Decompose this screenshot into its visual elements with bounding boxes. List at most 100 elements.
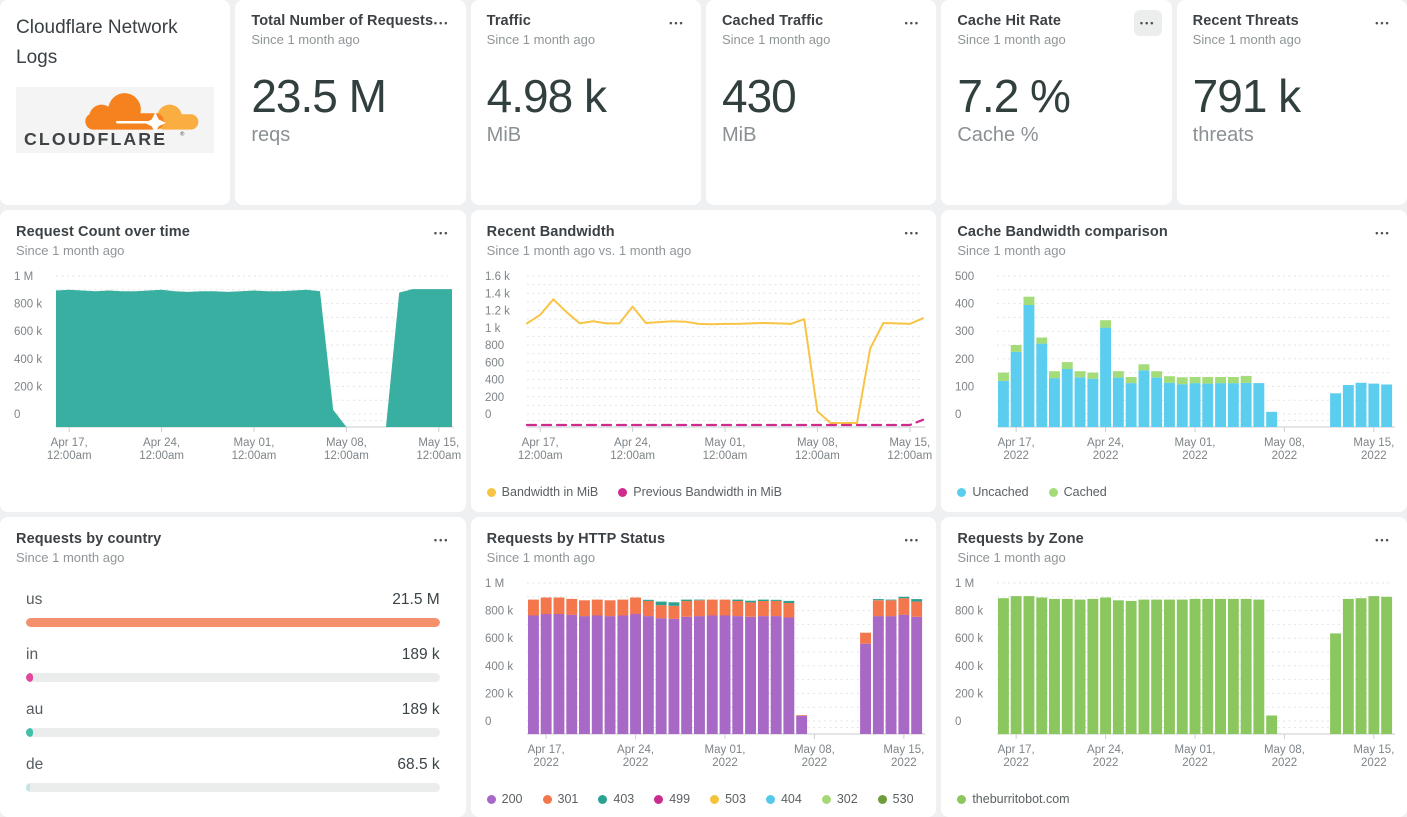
legend-item-403[interactable]: 403 [598,792,634,806]
bar-segment [591,615,603,734]
bar-segment [859,632,871,644]
y-tick-label: 1.6 k [485,271,510,283]
panel-subtitle: Since 1 month ago vs. 1 month ago [486,243,692,258]
more-menu-button[interactable]: ••• [1369,220,1397,246]
legend-dot [877,794,887,804]
legend-item-theburritobot-com[interactable]: theburritobot.com [957,792,1070,806]
x-tick-label: May 08, 12:00am [324,437,369,462]
country-row-de: de 68.5 k [26,756,440,792]
legend-label: Cached [1063,485,1107,499]
requests-by-zone-chart[interactable]: 1 M 800 k 600 k 400 k 200 k 0 Apr 17, 2022 Apr 2… [941,575,1407,790]
requests-by-http-status-chart[interactable]: 1 M 800 k 600 k 400 k 200 k 0 Apr 17, 2022 Apr 2… [471,575,937,790]
stat-card-title: Recent Threats [1192,13,1299,29]
svg-text:®: ® [180,130,185,137]
bar-segment [1266,715,1278,734]
bar-segment [998,380,1010,427]
bar-segment [1062,369,1074,427]
legend-label: Uncached [972,485,1029,499]
bar-segment [629,614,641,734]
bar-segment [1241,598,1252,734]
cache-bandwidth-panel: Cache Bandwidth comparison Since 1 month… [941,210,1407,512]
legend-item-499[interactable]: 499 [654,792,690,806]
bar-segment [540,614,552,734]
country-label: de [26,756,44,773]
x-tick-label: May 15, 12:00am [887,437,932,462]
stat-row: Cloudflare Network Logs CLOUDFLARE ® [0,0,1407,205]
cache-bandwidth-chart[interactable]: 500 400 300 200 100 0 Apr 17, 2022 Apr 24, 2022 Ma… [941,268,1407,483]
country-value: 189 k [401,701,440,718]
cache-bandwidth-svg[interactable]: 500 400 300 200 100 0 Apr 17, 2022 Apr 24, 2022 Ma… [941,268,1405,478]
bar-segment [770,600,782,617]
stat-card-title: Traffic [486,13,531,29]
more-menu-button[interactable]: ••• [1369,10,1397,36]
more-menu-button[interactable]: ••• [898,220,926,246]
bar-segment [1100,320,1112,328]
charts-row-1: Request Count over time Since 1 month ag… [0,210,1407,512]
bar-segment [527,615,539,734]
legend-dot [598,794,608,804]
x-tick-label: May 08, 2022 [1264,437,1305,462]
legend-item-301[interactable]: 301 [542,792,578,806]
bar-segment [872,599,884,601]
more-menu-button[interactable]: ••• [898,10,926,36]
legend-label: 403 [613,792,635,806]
bar-segment [1011,345,1022,352]
bar-segment [706,615,718,734]
bar-segment [1062,598,1074,734]
stat-card: Cached Traffic Since 1 month ago ••• 430… [705,0,937,205]
legend-item-302[interactable]: 302 [821,792,858,806]
y-tick-label: 1 M [955,578,974,590]
country-bar-track [26,673,440,682]
bar-segment [1087,372,1099,379]
more-menu-button[interactable]: ••• [428,10,456,36]
legend-item-200[interactable]: 200 [486,792,523,806]
more-menu-button[interactable]: ••• [1369,527,1397,553]
more-menu-button[interactable]: ••• [898,527,926,553]
legend-item-cached[interactable]: Cached [1048,485,1107,499]
y-tick-label: 600 [485,357,504,369]
bar-segment [1126,600,1137,734]
x-tick-label: May 15, 2022 [1354,437,1395,462]
bar-segment [1381,596,1393,734]
bar-segment [1049,371,1061,379]
bar-segment [1100,327,1112,427]
recent-bandwidth-svg[interactable]: 1.6 k 1.4 k 1.2 k 1 k 800 600 400 200 0 Apr 17, 12… [471,268,935,478]
more-menu-button[interactable]: ••• [663,10,691,36]
request-count-svg[interactable]: 1 M 800 k 600 k 400 k 200 k 0 Apr 17, 12:00am Ap… [0,268,464,478]
bar-segment [668,602,680,606]
y-tick-label: 400 [485,375,504,387]
legend-item-503[interactable]: 503 [710,792,746,806]
bar-segment [1151,377,1163,427]
request-count-chart[interactable]: 1 M 800 k 600 k 400 k 200 k 0 Apr 17, 12:00am Ap… [0,268,466,483]
bar-segment [1189,598,1201,734]
legend-item-530[interactable]: 530 [877,792,914,806]
bar-segment [898,598,909,615]
legend-label: theburritobot.com [972,792,1070,806]
more-menu-button[interactable]: ••• [1133,10,1162,36]
bar-segment [642,600,654,617]
recent-bandwidth-chart[interactable]: 1.6 k 1.4 k 1.2 k 1 k 800 600 400 200 0 Apr 17, 12… [471,268,937,483]
legend-item-previous-bandwidth-in-mib[interactable]: Previous Bandwidth in MiB [618,485,782,499]
requests-by-zone-svg[interactable]: 1 M 800 k 600 k 400 k 200 k 0 Apr 17, 2022 Apr 2… [941,575,1405,785]
x-tick-label: Apr 17, 2022 [998,744,1035,769]
legend-item-bandwidth-in-mib[interactable]: Bandwidth in MiB [486,485,598,499]
bar-segment [1253,383,1265,427]
bar-segment [1113,371,1125,378]
panel-subtitle: Since 1 month ago [16,243,125,258]
x-tick-label: Apr 24, 2022 [617,744,654,769]
legend-dot [821,794,831,804]
legend-item-uncached[interactable]: Uncached [957,485,1029,499]
requests-by-http-status-svg[interactable]: 1 M 800 k 600 k 400 k 200 k 0 Apr 17, 2022 Apr 2… [471,575,935,785]
more-menu-button[interactable]: ••• [428,527,456,553]
legend-dot [654,794,664,804]
stat-unit: MiB [486,123,522,146]
more-menu-button[interactable]: ••• [428,220,456,246]
bar-segment [795,715,807,734]
bar-segment [668,618,680,734]
x-tick-label: Apr 24, 12:00am [610,437,655,462]
country-bar-track [26,783,440,792]
bar-segment [668,605,680,619]
country-bar-fill [26,618,440,627]
bar-segment [910,616,922,734]
legend-item-404[interactable]: 404 [765,792,802,806]
